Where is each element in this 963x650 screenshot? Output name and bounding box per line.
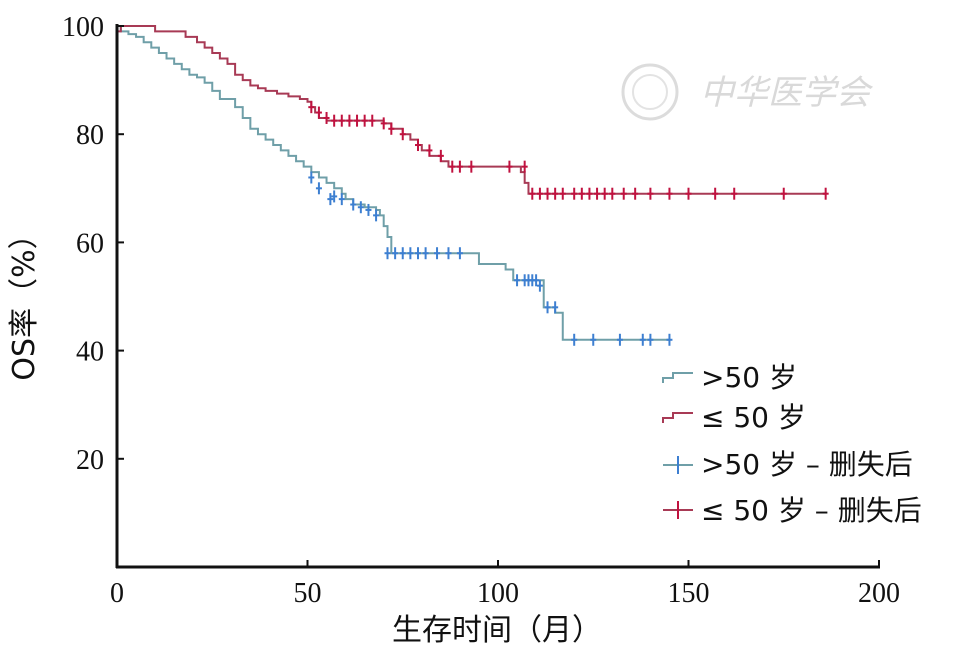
- x-axis-title: 生存时间（月）: [392, 613, 602, 648]
- legend-item-le50: ≤ 50 岁: [662, 401, 806, 434]
- watermark-seal-inner: [632, 74, 668, 110]
- x-tick-label: 150: [668, 578, 710, 609]
- watermark-text: 中华医学会: [700, 73, 874, 113]
- legend: >50 岁 ≤ 50 岁 >50 岁 – 删失后 ≤ 50 岁 – 删失后: [662, 361, 922, 527]
- y-tick-label: 60: [76, 228, 104, 259]
- y-tick-label: 20: [76, 445, 104, 476]
- survival-curve-series-1: [117, 25, 826, 195]
- y-tick-label: 80: [76, 120, 104, 151]
- legend-label-gt50: >50 岁: [701, 361, 797, 394]
- legend-item-le50-censored: ≤ 50 岁 – 删失后: [663, 494, 922, 527]
- legend-label-le50-censored: ≤ 50 岁 – 删失后: [701, 494, 922, 527]
- legend-label-gt50-censored: >50 岁 – 删失后: [701, 448, 913, 481]
- watermark: 中华医学会: [621, 63, 874, 121]
- legend-swatch-le50: [662, 412, 693, 423]
- y-axis-title: OS率（%）: [7, 219, 42, 380]
- legend-swatch-gt50: [662, 372, 693, 383]
- survival-curve-series-0: [117, 25, 670, 341]
- legend-item-gt50-censored: >50 岁 – 删失后: [663, 448, 913, 481]
- ticks: 0 50 100 150 200 20 40 60 80 100: [62, 12, 900, 609]
- x-tick-label: 0: [110, 578, 124, 609]
- x-tick-label: 100: [477, 578, 519, 609]
- y-tick-label: 100: [62, 12, 104, 43]
- x-tick-label: 200: [858, 578, 900, 609]
- legend-item-gt50: >50 岁: [662, 361, 797, 394]
- plot-area: [117, 25, 829, 346]
- y-tick-label: 40: [76, 337, 104, 368]
- legend-label-le50: ≤ 50 岁: [701, 401, 806, 434]
- watermark-seal-icon: [621, 63, 679, 121]
- x-tick-label: 50: [294, 578, 322, 609]
